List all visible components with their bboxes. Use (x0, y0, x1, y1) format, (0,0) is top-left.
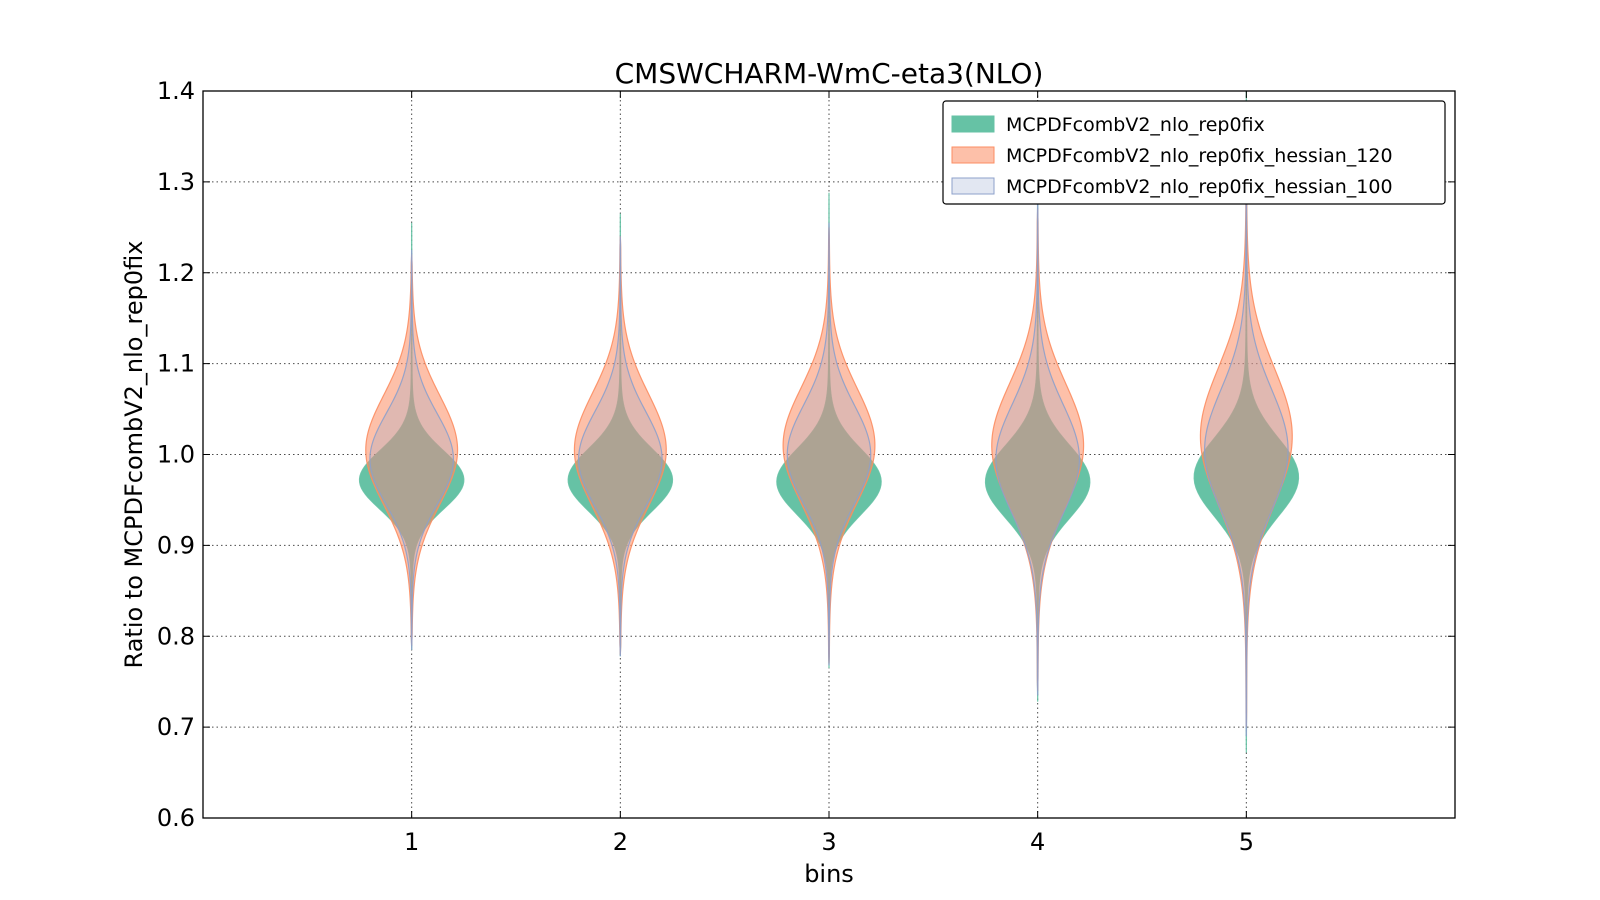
legend-label: MCPDFcombV2_nlo_rep0fix_hessian_100 (1006, 176, 1393, 198)
violin-layer (358, 90, 1300, 753)
legend-label: MCPDFcombV2_nlo_rep0fix (1006, 114, 1265, 136)
y-tick-label: 1.0 (157, 441, 195, 469)
tick-layer: 0.6 0.7 0.8 0.9 1.0 1.1 1.2 1.3 1.4 1 2 3 4 5 (157, 77, 1455, 856)
y-tick-label: 0.6 (157, 804, 195, 832)
chart-title: CMSWCHARM-WmC-eta3(NLO) (615, 57, 1044, 90)
x-tick-label: 1 (404, 828, 419, 856)
x-tick-label: 3 (821, 828, 836, 856)
y-tick-label: 0.8 (157, 622, 195, 650)
y-tick-label: 1.2 (157, 259, 195, 287)
y-tick-label: 0.9 (157, 531, 195, 559)
y-tick-label: 1.3 (157, 168, 195, 196)
legend-swatch (951, 177, 995, 195)
legend-swatch (951, 146, 995, 164)
violin-series-3-bin-3 (786, 222, 872, 666)
y-tick-label: 1.1 (157, 350, 195, 378)
legend: MCPDFcombV2_nlo_rep0fix MCPDFcombV2_nlo_r… (942, 100, 1446, 205)
legend-label: MCPDFcombV2_nlo_rep0fix_hessian_120 (1006, 145, 1393, 167)
legend-box (942, 100, 1446, 205)
x-axis-label: bins (804, 860, 854, 888)
y-axis-label: Ratio to MCPDFcombV2_nlo_rep0fix (120, 241, 148, 669)
y-tick-label: 1.4 (157, 77, 195, 105)
legend-items: MCPDFcombV2_nlo_rep0fix MCPDFcombV2_nlo_r… (951, 114, 1393, 198)
violin-series-3-bin-2 (577, 236, 663, 657)
x-tick-label: 4 (1030, 828, 1045, 856)
x-tick-label: 2 (613, 828, 628, 856)
x-tick-label: 5 (1239, 828, 1254, 856)
violin-series-3-bin-1 (369, 250, 455, 650)
legend-swatch (951, 115, 995, 133)
y-tick-label: 0.7 (157, 713, 195, 741)
